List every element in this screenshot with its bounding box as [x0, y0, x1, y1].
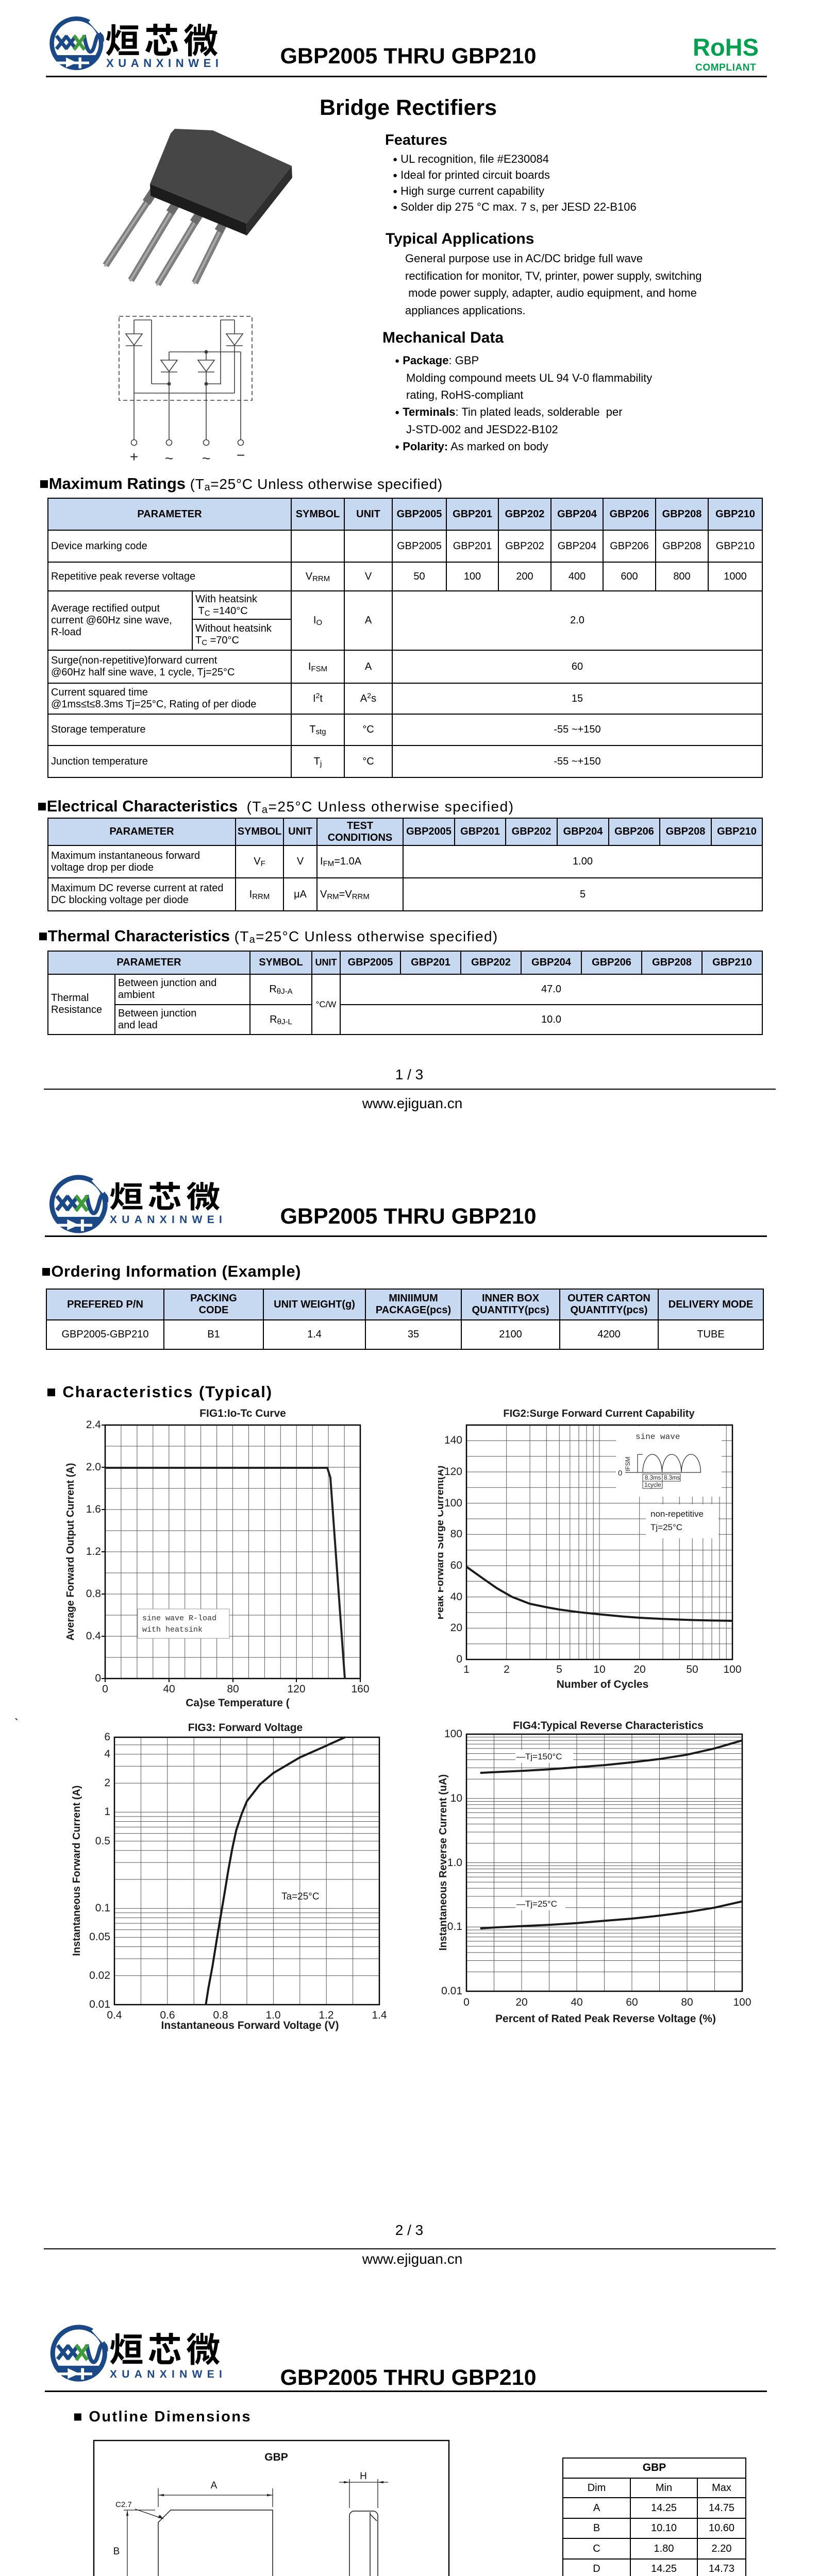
svg-text:Ca)se Temperature (: Ca)se Temperature ( [186, 1697, 290, 1709]
svg-text:1.6: 1.6 [86, 1503, 101, 1515]
svg-text:sine wave R-load: sine wave R-load [142, 1614, 216, 1623]
svg-text:60: 60 [626, 1996, 638, 2008]
svg-text:0.8: 0.8 [213, 2009, 228, 2021]
svg-text:A: A [211, 2480, 218, 2491]
svg-text:IFSM: IFSM [624, 1456, 631, 1471]
svg-text:B: B [113, 2546, 120, 2557]
svg-text:0: 0 [618, 1469, 622, 1478]
svg-text:Instantaneous Reverse Current: Instantaneous Reverse Current (uA) [438, 1774, 449, 1951]
svg-text:80: 80 [227, 1683, 239, 1695]
svg-text:0.01: 0.01 [89, 1998, 110, 2010]
svg-text:—Tj=25°C: —Tj=25°C [516, 1899, 557, 1909]
svg-text:H: H [360, 2471, 367, 2482]
svg-text:Instantaneous Forward Voltage: Instantaneous Forward Voltage (V) [161, 2020, 339, 2031]
svg-text:FIG1:Io-Tc Curve: FIG1:Io-Tc Curve [199, 1408, 286, 1419]
svg-text:GBP: GBP [264, 2451, 288, 2463]
svg-text:FIG3: Forward Voltage: FIG3: Forward Voltage [188, 1722, 303, 1734]
svg-text:0.05: 0.05 [89, 1931, 110, 1943]
svg-text:—Tj=150°C: —Tj=150°C [516, 1752, 562, 1761]
svg-text:100: 100 [444, 1728, 462, 1740]
svg-text:non-repetitive: non-repetitive [650, 1509, 704, 1519]
svg-text:10: 10 [593, 1664, 605, 1675]
svg-text:Ta=25°C: Ta=25°C [281, 1891, 320, 1902]
svg-text:8.3ms: 8.3ms [645, 1475, 661, 1481]
svg-text:Number of Cycles: Number of Cycles [557, 1679, 649, 1690]
svg-text:80: 80 [450, 1528, 462, 1540]
svg-text:0: 0 [95, 1672, 101, 1684]
svg-text:1.2: 1.2 [319, 2009, 333, 2021]
svg-text:0.6: 0.6 [160, 2009, 175, 2021]
svg-text:140: 140 [444, 1434, 462, 1446]
svg-text:2: 2 [104, 1777, 110, 1789]
svg-text:~: ~ [165, 450, 173, 464]
svg-text:20: 20 [515, 1996, 527, 2008]
svg-text:40: 40 [163, 1683, 175, 1695]
svg-text:with heatsink: with heatsink [142, 1625, 203, 1634]
svg-text:100: 100 [733, 1996, 751, 2008]
svg-text:sine wave: sine wave [636, 1432, 680, 1442]
svg-text:10: 10 [450, 1792, 462, 1804]
svg-text:Percent of Rated Peak Reverse: Percent of Rated Peak Reverse Voltage (%… [495, 2013, 716, 2025]
svg-text:120: 120 [287, 1683, 305, 1695]
svg-text:−: − [237, 447, 245, 463]
svg-text:0: 0 [456, 1653, 462, 1665]
svg-text:+: + [130, 449, 138, 464]
svg-text:1.0: 1.0 [447, 1857, 462, 1869]
svg-text:40: 40 [450, 1591, 462, 1603]
svg-text:100: 100 [723, 1664, 741, 1675]
svg-text:0.8: 0.8 [86, 1588, 101, 1600]
svg-text:2.0: 2.0 [86, 1461, 101, 1473]
svg-text:1cycle: 1cycle [644, 1482, 661, 1488]
svg-text:0.1: 0.1 [447, 1921, 462, 1933]
svg-text:Average Forward Output Current: Average Forward Output Current (A) [65, 1463, 76, 1641]
svg-text:1.0: 1.0 [265, 2009, 280, 2021]
svg-text:0.4: 0.4 [86, 1630, 102, 1642]
svg-text:40: 40 [571, 1996, 582, 2008]
svg-text:~: ~ [202, 450, 210, 464]
svg-text:4: 4 [104, 1748, 110, 1760]
svg-text:5: 5 [556, 1664, 562, 1675]
svg-text:0: 0 [463, 1996, 470, 2008]
svg-text:6: 6 [104, 1731, 110, 1743]
svg-text:80: 80 [681, 1996, 693, 2008]
svg-text:120: 120 [444, 1466, 462, 1478]
svg-text:8.3ms: 8.3ms [664, 1475, 680, 1481]
svg-text:0.1: 0.1 [95, 1902, 110, 1914]
svg-text:2: 2 [504, 1664, 510, 1675]
svg-text:1: 1 [104, 1806, 110, 1818]
svg-text:100: 100 [444, 1497, 462, 1509]
svg-text:1: 1 [463, 1664, 470, 1675]
svg-text:0.4: 0.4 [107, 2009, 122, 2021]
svg-text:2.4: 2.4 [86, 1419, 102, 1431]
svg-text:0: 0 [102, 1683, 108, 1695]
svg-text:0.5: 0.5 [95, 1835, 110, 1847]
svg-text:0.01: 0.01 [441, 1985, 462, 1997]
svg-text:1.4: 1.4 [372, 2009, 387, 2021]
svg-text:Peak Forward Surge Current(A): Peak Forward Surge Current(A) [438, 1466, 446, 1620]
svg-text:60: 60 [450, 1560, 462, 1571]
svg-text:FIG2:Surge Forward Current Cap: FIG2:Surge Forward Current Capability [503, 1408, 695, 1419]
svg-text:Instantaneous Forward Current: Instantaneous Forward Current (A) [71, 1785, 82, 1956]
svg-text:Tj=25°C: Tj=25°C [650, 1522, 682, 1532]
svg-text:C2.7: C2.7 [115, 2500, 132, 2509]
svg-text:20: 20 [633, 1664, 645, 1675]
svg-text:20: 20 [450, 1622, 462, 1634]
svg-text:FIG4:Typical Reverse Character: FIG4:Typical Reverse Characteristics [513, 1720, 704, 1732]
svg-text:0.02: 0.02 [89, 1970, 110, 1981]
svg-text:1.2: 1.2 [86, 1546, 101, 1557]
svg-text:160: 160 [351, 1683, 369, 1695]
svg-text:50: 50 [686, 1664, 698, 1675]
